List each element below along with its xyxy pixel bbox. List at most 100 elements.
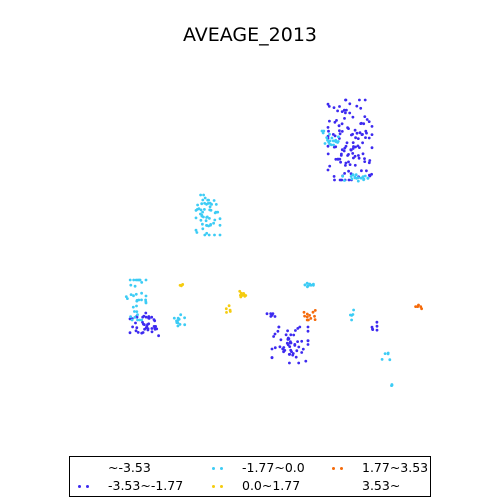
legend-dot <box>78 485 81 488</box>
point-series-1-cluster-0 <box>349 148 352 151</box>
point-series-2-cluster-2 <box>328 143 331 146</box>
point-series-1-cluster-0 <box>344 112 347 115</box>
point-series-2-cluster-1 <box>140 292 143 295</box>
point-series-4-cluster-0 <box>314 318 317 321</box>
point-series-2-cluster-5 <box>183 323 186 326</box>
point-series-1-cluster-2 <box>272 335 275 338</box>
point-series-2-cluster-0 <box>202 194 205 197</box>
point-series-1-cluster-1 <box>134 322 137 325</box>
legend-label-0: ~-3.53 <box>108 460 151 475</box>
point-series-1-cluster-0 <box>354 164 357 167</box>
point-series-1-cluster-0 <box>345 109 348 112</box>
point-series-2-cluster-0 <box>219 217 222 220</box>
point-series-2-cluster-3 <box>352 173 355 176</box>
point-series-2-cluster-6 <box>352 309 355 312</box>
point-series-1-cluster-0 <box>359 131 362 134</box>
point-series-1-cluster-0 <box>352 147 355 150</box>
point-series-4-cluster-0 <box>313 315 316 318</box>
point-series-2-cluster-2 <box>332 140 335 143</box>
point-series-1-cluster-0 <box>339 179 342 182</box>
point-series-1-cluster-2 <box>294 329 297 332</box>
point-series-3-cluster-1 <box>225 307 228 310</box>
point-series-2-cluster-0 <box>219 224 222 227</box>
point-series-1-cluster-2 <box>297 362 300 365</box>
point-series-1-cluster-0 <box>334 121 337 124</box>
point-series-1-cluster-0 <box>341 148 344 151</box>
point-series-2-cluster-0 <box>195 209 198 212</box>
point-series-1-cluster-0 <box>371 133 374 136</box>
point-series-1-cluster-2 <box>287 343 290 346</box>
point-series-2-cluster-0 <box>213 199 216 202</box>
legend-label-5: 3.53~ <box>362 478 400 493</box>
point-series-2-cluster-0 <box>204 197 207 200</box>
point-series-1-cluster-0 <box>338 105 341 108</box>
legend-dot <box>220 467 223 470</box>
point-series-1-cluster-2 <box>292 352 295 355</box>
point-series-2-cluster-4 <box>306 282 309 285</box>
point-series-2-cluster-1 <box>125 295 128 298</box>
point-series-1-cluster-0 <box>343 147 346 150</box>
point-series-2-cluster-1 <box>136 313 139 316</box>
point-series-1-cluster-3 <box>274 315 277 318</box>
point-series-1-cluster-0 <box>345 162 348 165</box>
point-series-1-cluster-2 <box>279 345 282 348</box>
point-series-1-cluster-0 <box>327 130 330 133</box>
point-series-1-cluster-0 <box>350 134 353 137</box>
point-series-2-cluster-0 <box>219 234 222 237</box>
point-series-2-cluster-0 <box>208 234 211 237</box>
point-series-1-cluster-0 <box>348 102 351 105</box>
point-series-1-cluster-3 <box>269 312 272 315</box>
point-series-1-cluster-1 <box>151 327 154 330</box>
point-series-1-cluster-0 <box>333 179 336 182</box>
point-series-2-cluster-0 <box>201 199 204 202</box>
point-series-1-cluster-2 <box>302 348 305 351</box>
point-series-2-cluster-0 <box>205 232 208 235</box>
point-series-4-cluster-0 <box>308 314 311 317</box>
point-series-2-cluster-0 <box>201 223 204 226</box>
point-series-1-cluster-0 <box>364 136 367 139</box>
point-series-1-cluster-2 <box>307 330 310 333</box>
point-series-2-cluster-0 <box>209 205 212 208</box>
point-series-2-cluster-0 <box>199 194 202 197</box>
point-series-2-cluster-4 <box>312 284 315 287</box>
legend-label-4: 1.77~3.53 <box>362 460 428 475</box>
point-series-3-cluster-2 <box>181 283 184 286</box>
point-series-1-cluster-1 <box>142 331 145 334</box>
point-series-1-cluster-1 <box>137 331 140 334</box>
point-series-1-cluster-0 <box>357 137 360 140</box>
point-series-1-cluster-0 <box>336 110 339 113</box>
point-series-1-cluster-0 <box>333 106 336 109</box>
point-series-1-cluster-0 <box>339 132 342 135</box>
point-series-1-cluster-1 <box>153 319 156 322</box>
point-series-1-cluster-2 <box>307 339 310 342</box>
point-series-1-cluster-2 <box>289 333 292 336</box>
point-series-4-cluster-1 <box>420 307 423 310</box>
point-series-1-cluster-0 <box>364 99 367 102</box>
point-series-2-cluster-5 <box>178 318 181 321</box>
point-series-1-cluster-0 <box>338 124 341 127</box>
point-series-2-cluster-0 <box>207 199 210 202</box>
point-series-3-cluster-0 <box>239 296 242 299</box>
point-series-2-cluster-0 <box>209 202 212 205</box>
point-series-2-cluster-0 <box>201 227 204 230</box>
point-series-1-cluster-1 <box>131 326 134 329</box>
point-series-1-cluster-0 <box>368 137 371 140</box>
point-series-1-cluster-0 <box>363 115 366 118</box>
point-series-1-cluster-0 <box>361 133 364 136</box>
point-series-1-cluster-1 <box>129 331 132 334</box>
point-series-1-cluster-2 <box>300 340 303 343</box>
point-series-2-cluster-1 <box>145 302 148 305</box>
point-series-2-cluster-3 <box>355 177 358 180</box>
point-series-2-cluster-0 <box>201 211 204 214</box>
point-series-1-cluster-0 <box>369 175 372 178</box>
point-series-2-cluster-1 <box>138 319 141 322</box>
legend-dot <box>332 485 335 488</box>
legend-dot <box>212 467 215 470</box>
point-series-2-cluster-0 <box>200 202 203 205</box>
point-series-1-cluster-2 <box>274 346 277 349</box>
point-series-1-cluster-2 <box>296 340 299 343</box>
point-series-1-cluster-2 <box>290 342 293 345</box>
point-series-2-cluster-3 <box>351 178 354 181</box>
point-series-1-cluster-2 <box>271 348 274 351</box>
point-series-2-cluster-2 <box>324 142 327 145</box>
